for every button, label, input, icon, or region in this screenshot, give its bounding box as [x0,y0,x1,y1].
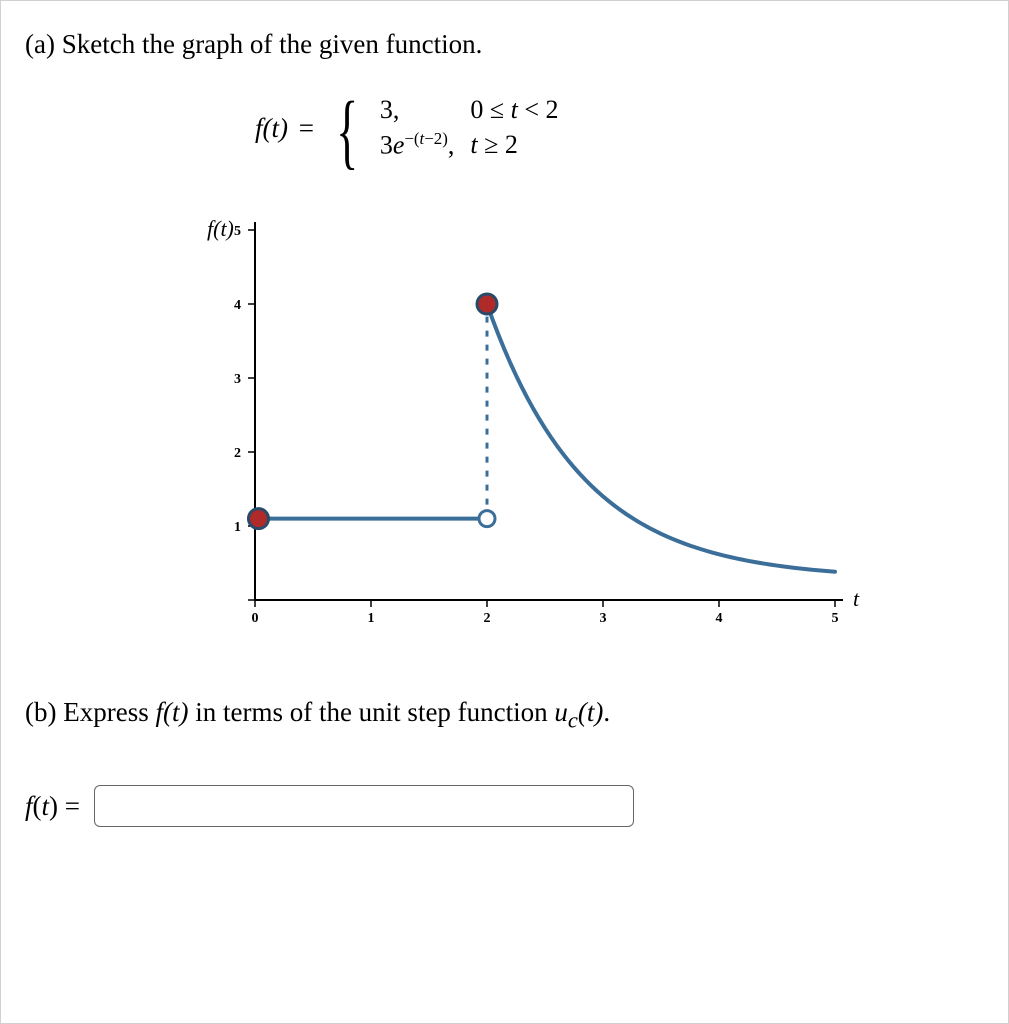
formula-lhs: f(t) [255,113,288,144]
y-tick-label: 5 [234,224,241,239]
y-tick-label: 4 [234,298,241,313]
part-a-prompt: Sketch the graph of the given function. [62,29,483,59]
answer-row: f(t) = [25,785,984,827]
cases-block: 3, 0 ≤ t < 2 3e−(t−2), t ≥ 2 [374,93,569,163]
open-jump-point [479,511,495,527]
part-b-prefix: Express [63,697,155,727]
case-2-cond: t ≥ 2 [464,127,568,163]
x-tick-label: 5 [832,611,839,626]
case-2-expr: 3e−(t−2), [374,127,465,163]
part-b-line: (b) Express f(t) in terms of the unit st… [25,697,984,733]
part-b-label: (b) [25,697,56,727]
x-axis-label: t [853,586,860,611]
step-fn: uc(t) [554,697,603,727]
closed-start-point [248,509,268,529]
x-tick-label: 2 [484,611,491,626]
problem-page: (a) Sketch the graph of the given functi… [0,0,1009,1024]
part-b-suffix: . [603,697,610,727]
closed-top-point [477,294,497,314]
piecewise-formula: f(t) = { 3, 0 ≤ t < 2 3e−(t−2), t ≥ 2 [25,92,984,182]
case-1-cond: 0 ≤ t < 2 [464,93,568,127]
part-b-fn: f(t) [155,697,188,727]
x-tick-label: 1 [368,611,375,626]
part-b-mid: in terms of the unit step function [188,697,554,727]
answer-lhs: f(t) = [25,791,80,822]
chart-container: 01234512345f(t)t [165,210,865,655]
x-tick-label: 4 [716,611,723,626]
answer-input[interactable] [94,785,634,827]
y-tick-label: 3 [234,372,241,387]
y-tick-label: 2 [234,446,241,461]
part-a-label: (a) [25,29,55,59]
x-tick-label: 0 [252,611,259,626]
y-axis-label: f(t) [207,216,234,241]
case-row-1: 3, 0 ≤ t < 2 [374,93,569,127]
function-chart: 01234512345f(t)t [165,210,865,650]
equals-sign: = [299,113,314,144]
x-tick-label: 3 [600,611,607,626]
y-tick-label: 1 [234,520,241,535]
left-brace-icon: { [336,96,358,168]
case-row-2: 3e−(t−2), t ≥ 2 [374,127,569,163]
part-a-line: (a) Sketch the graph of the given functi… [25,29,984,60]
case-1-expr: 3, [374,93,465,127]
decay-curve [487,304,835,572]
